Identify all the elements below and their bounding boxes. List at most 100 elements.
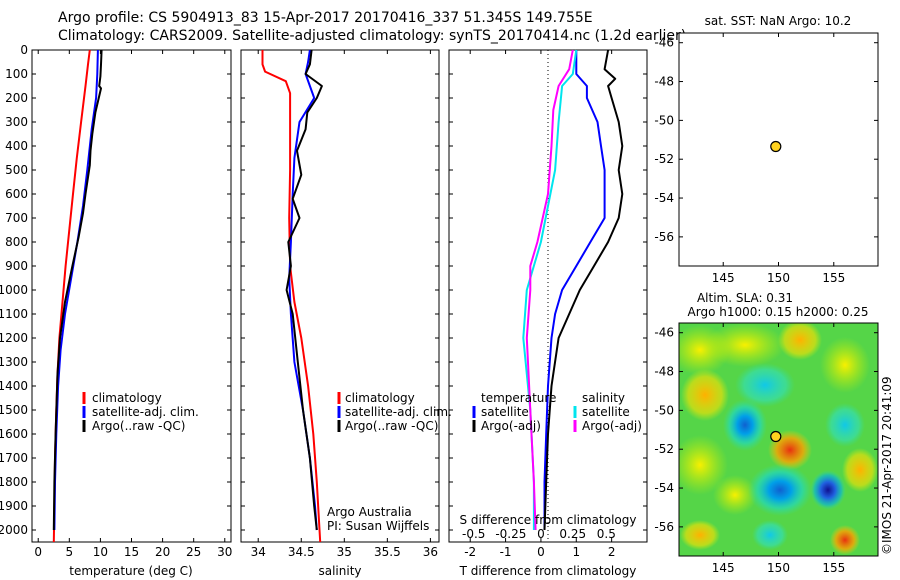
- x-tick-label: 20: [155, 545, 170, 559]
- x-tick-label: 0: [537, 545, 545, 559]
- x-tick-label: 15: [124, 545, 139, 559]
- depth-tick-label: 0: [20, 43, 28, 57]
- series-line-argo-raw-qc: [285, 49, 323, 531]
- sst-lat-tick-label: -46: [654, 36, 674, 50]
- s-difference-tick-label: 0: [537, 527, 545, 541]
- series-line-climatology: [261, 50, 322, 543]
- depth-tick-label: 800: [5, 235, 28, 249]
- depth-tick-label: 1500: [0, 403, 28, 417]
- depth-tick-label: 1200: [0, 331, 28, 345]
- legend-head-salinity: salinity: [582, 391, 625, 405]
- series-line-temperature-argo-adj: [543, 49, 624, 531]
- legend-label-satellite: satellite-adj. clim.: [345, 405, 452, 419]
- legend-label-climatology: climatology: [345, 391, 415, 405]
- sst-lon-tick-label: 150: [767, 271, 790, 285]
- depth-tick-label: 1100: [0, 307, 28, 321]
- imos-timestamp: ©IMOS 21-Apr-2017 20:41:09: [880, 376, 894, 555]
- depth-tick-label: 600: [5, 187, 28, 201]
- t-difference-axis-label: T difference from climatology: [459, 564, 637, 578]
- credit-pi: PI: Susan Wijffels: [327, 519, 429, 533]
- x-tick-label: 0: [34, 545, 42, 559]
- x-tick-label: 25: [186, 545, 201, 559]
- title-line-2: Climatology: CARS2009. Satellite-adjuste…: [58, 28, 687, 44]
- credit-argo-australia: Argo Australia: [327, 505, 412, 519]
- sla-title-2: Argo h1000: 0.15 h2000: 0.25: [688, 305, 869, 319]
- series-line-argo-raw-qc: [52, 49, 103, 531]
- depth-tick-label: 1000: [0, 283, 28, 297]
- s-difference-tick-label: -0.25: [495, 527, 526, 541]
- x-tick-label: -1: [500, 545, 512, 559]
- x-tick-label: 34: [251, 545, 266, 559]
- sla-lat-tick-label: -52: [654, 442, 674, 456]
- depth-tick-label: 1400: [0, 379, 28, 393]
- depth-tick-label: 400: [5, 139, 28, 153]
- x-tick-label: 10: [93, 545, 108, 559]
- sst-lat-tick-label: -52: [654, 152, 674, 166]
- x-tick-label: 35.5: [374, 545, 401, 559]
- depth-tick-label: 1600: [0, 427, 28, 441]
- s-difference-axis-label: S difference from climatology: [460, 513, 637, 527]
- sla-lat-tick-label: -56: [654, 520, 674, 534]
- legend-label-argo: Argo(..raw -QC): [92, 419, 185, 433]
- sst-profile-location-marker: [770, 140, 782, 153]
- depth-tick-label: 1900: [0, 499, 28, 513]
- depth-tick-label: 300: [5, 115, 28, 129]
- legend-label-t-argo: Argo(-adj): [481, 419, 541, 433]
- s-difference-tick-label: -0.5: [462, 527, 485, 541]
- difference-legend: temperature salinity satellite Argo(-adj…: [472, 391, 642, 433]
- sst-lon-tick-label: 155: [822, 271, 845, 285]
- temperature-panel-frame: [31, 49, 232, 543]
- x-tick-label: 35: [337, 545, 352, 559]
- series-line-salinity-argo-adj: [525, 49, 574, 531]
- sst-lat-tick-label: -50: [654, 113, 674, 127]
- sla-title-1: Altim. SLA: 0.31: [697, 291, 793, 305]
- series-line-temperature-satellite: [543, 50, 606, 530]
- x-tick-label: 1: [572, 545, 580, 559]
- sla-lon-tick-label: 150: [767, 561, 790, 575]
- salinity-legend: climatology satellite-adj. clim. Argo(..…: [327, 391, 452, 533]
- depth-tick-label: 1300: [0, 355, 28, 369]
- sla-lon-tick-label: 155: [822, 561, 845, 575]
- sla-lat-tick-label: -48: [654, 365, 674, 379]
- legend-label-t-satellite: satellite: [481, 405, 529, 419]
- salinity-axis-label: salinity: [318, 564, 361, 578]
- salinity-panel-frame: [240, 49, 440, 543]
- x-tick-label: 36: [423, 545, 438, 559]
- depth-tick-label: 1800: [0, 475, 28, 489]
- sst-lon-tick-label: 145: [712, 271, 735, 285]
- x-tick-label: 34.5: [288, 545, 315, 559]
- depth-tick-label: 500: [5, 163, 28, 177]
- sst-lat-tick-label: -56: [654, 230, 674, 244]
- sst-title: sat. SST: NaN Argo: 10.2: [705, 14, 852, 28]
- sst-lat-tick-label: -48: [654, 75, 674, 89]
- x-tick-label: 2: [608, 545, 616, 559]
- legend-label-argo: Argo(..raw -QC): [345, 419, 438, 433]
- s-difference-tick-label: 0.5: [597, 527, 616, 541]
- temperature-axis-label: temperature (deg C): [69, 564, 192, 578]
- depth-tick-label: 2000: [0, 523, 28, 537]
- sst-lat-tick-label: -54: [654, 191, 674, 205]
- legend-label-s-argo: Argo(-adj): [582, 419, 642, 433]
- sla-profile-location-marker: [770, 430, 782, 443]
- sla-lon-tick-label: 145: [712, 561, 735, 575]
- title-line-1: Argo profile: CS 5904913_83 15-Apr-2017 …: [58, 10, 593, 26]
- difference-panel-frame: [448, 49, 648, 543]
- depth-tick-label: 200: [5, 91, 28, 105]
- legend-label-climatology: climatology: [92, 391, 162, 405]
- sla-lat-tick-label: -46: [654, 326, 674, 340]
- legend-label-s-satellite: satellite: [582, 405, 630, 419]
- sla-heatmap: [679, 323, 878, 556]
- x-tick-label: -2: [464, 545, 476, 559]
- x-tick-label: 5: [65, 545, 73, 559]
- legend-head-temperature: temperature: [481, 391, 556, 405]
- sla-lat-tick-label: -50: [654, 403, 674, 417]
- depth-tick-label: 900: [5, 259, 28, 273]
- depth-tick-label: 100: [5, 67, 28, 81]
- x-tick-label: 30: [217, 545, 232, 559]
- depth-tick-label: 1700: [0, 451, 28, 465]
- temperature-legend: climatology satellite-adj. clim. Argo(..…: [82, 391, 199, 433]
- sla-lat-tick-label: -54: [654, 481, 674, 495]
- depth-tick-label: 700: [5, 211, 28, 225]
- legend-label-satellite: satellite-adj. clim.: [92, 405, 199, 419]
